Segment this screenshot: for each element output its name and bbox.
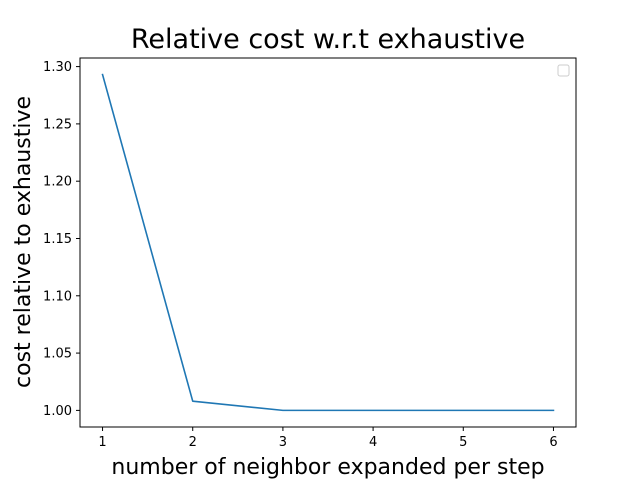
- x-axis-label: number of neighbor expanded per step: [111, 455, 544, 480]
- y-axis-label: cost relative to exhaustive: [11, 96, 36, 388]
- legend-box: [557, 64, 570, 77]
- y-tick-label: 1.10: [43, 289, 72, 304]
- y-tick-label: 1.20: [43, 175, 72, 190]
- y-tick-label: 1.00: [43, 404, 72, 419]
- x-tick-label: 6: [549, 435, 557, 450]
- x-tick-label: 3: [279, 435, 287, 450]
- x-tick-label: 1: [98, 435, 106, 450]
- x-tick-label: 5: [459, 435, 467, 450]
- x-tick-label: 2: [189, 435, 197, 450]
- axes-frame: [79, 57, 577, 428]
- legend: [557, 64, 570, 77]
- x-tick-label: 4: [369, 435, 377, 450]
- y-tick-label: 1.15: [43, 232, 72, 247]
- y-tick-label: 1.30: [43, 60, 72, 75]
- y-tick-label: 1.05: [43, 347, 72, 362]
- plot-area: 1 2 3 4 5 6 1.00 1.05 1.10 1.15 1.20 1.25 1.30: [43, 57, 577, 450]
- y-tick-label: 1.25: [43, 117, 72, 132]
- series-line-0: [101, 73, 555, 412]
- chart-title: Relative cost w.r.t exhaustive: [131, 24, 525, 55]
